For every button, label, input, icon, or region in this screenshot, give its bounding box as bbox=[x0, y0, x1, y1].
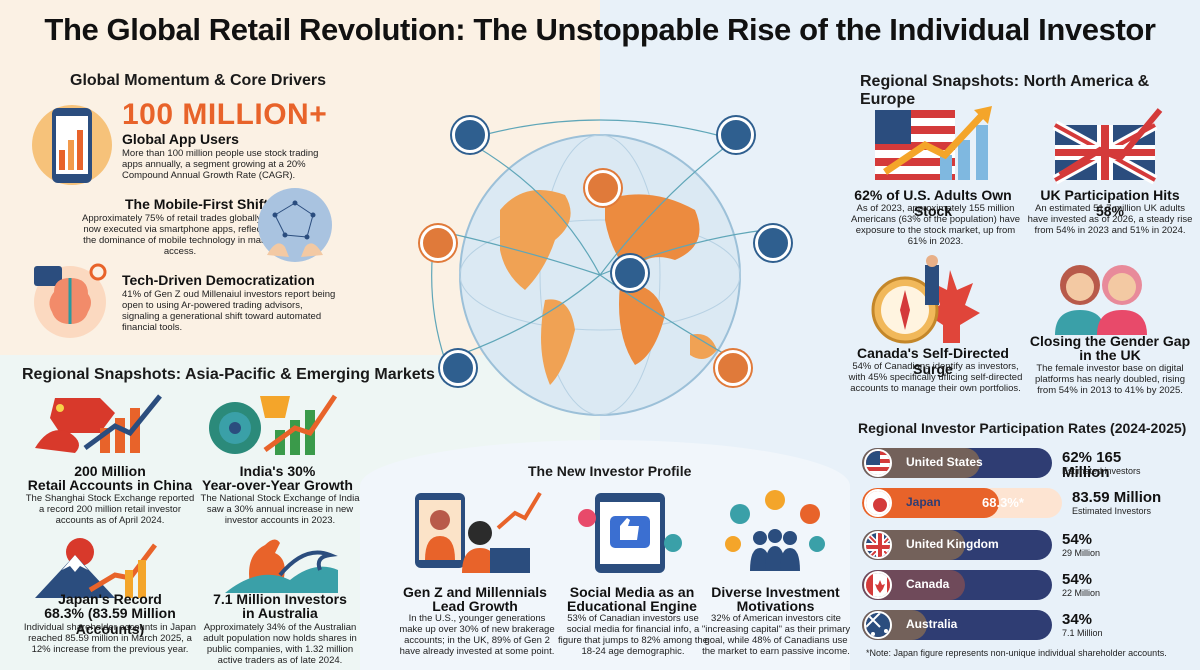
social-heading-1: Social Media as an bbox=[569, 584, 695, 600]
china-text: The Shanghai Stock Exchange reported a r… bbox=[25, 493, 195, 526]
participation-row-united-states: United States 62% 165 Million Estimated in… bbox=[862, 448, 1162, 481]
momentum-section-title: Global Momentum & Core Drivers bbox=[70, 72, 327, 89]
india-heading-1: India's 30% bbox=[239, 463, 316, 479]
network-globe-illustration bbox=[431, 119, 766, 416]
us-ownership-heading: 62% of U.S. Adults Own Stock bbox=[854, 187, 1012, 219]
women-investors-icon bbox=[1055, 265, 1147, 335]
participation-row-australia: Australia 34% 7.1 Million bbox=[862, 610, 1162, 640]
australia-kangaroo-wave-icon bbox=[225, 539, 338, 593]
network-user-node bbox=[452, 117, 488, 153]
participation-bar: Australia bbox=[862, 610, 1052, 640]
network-user-node bbox=[420, 225, 456, 261]
japan-heading-1: Japan's Record bbox=[58, 591, 162, 607]
us-flag-growth-icon bbox=[875, 106, 992, 180]
network-user-node bbox=[612, 255, 648, 291]
uk-flag-growth-icon bbox=[1052, 108, 1163, 185]
australia-text: Approximately 34% of the Australian adul… bbox=[203, 622, 357, 666]
japan-heading-2: 68.3% (83.59 Million Accounts) bbox=[44, 605, 176, 637]
network-user-node bbox=[755, 225, 791, 261]
japan-footnote: *Note: Japan figure represents non-uniqu… bbox=[866, 648, 1167, 658]
participation-bar: United Kingdom bbox=[862, 530, 1052, 560]
gender-gap-heading-1: Closing the Gender Gap bbox=[1029, 333, 1191, 349]
tech-democratization-text: 41% of Gen Z oud Millenaiul investors re… bbox=[122, 289, 336, 333]
india-heading-2: Year-over-Year Growth bbox=[202, 477, 353, 493]
participation-country-label: Australia bbox=[906, 617, 958, 631]
diverse-text: 32% of American investors cite "increasi… bbox=[701, 613, 851, 657]
social-text: 53% of Canadian investors use social med… bbox=[558, 613, 708, 657]
participation-row-united-kingdom: United Kingdom 54% 29 Million bbox=[862, 530, 1162, 560]
genz-heading-2: Lead Growth bbox=[432, 598, 518, 614]
flag-icon bbox=[864, 611, 892, 639]
network-user-node bbox=[715, 350, 751, 386]
uk-participation-heading: UK Participation Hits 58% bbox=[1040, 187, 1180, 219]
diverse-heading-1: Diverse Investment bbox=[711, 584, 840, 600]
participation-value: 62% 165 Million bbox=[1062, 449, 1122, 481]
participation-section-title: Regional Investor Participation Rates (2… bbox=[858, 420, 1187, 436]
gender-gap-text: The female investor base on digital plat… bbox=[1035, 363, 1185, 396]
hands-network-icon bbox=[258, 188, 332, 262]
flag-icon bbox=[864, 571, 892, 599]
participation-row-japan: Japan 68.3%* 83.59 Million Estimated Invest… bbox=[862, 488, 1162, 518]
participation-bar: United States bbox=[862, 448, 1052, 478]
network-user-node bbox=[718, 117, 754, 153]
participation-bar: Japan 68.3%* bbox=[862, 488, 1062, 518]
participation-inner-value: 68.3%* bbox=[982, 495, 1024, 510]
app-users-heading: Global App Users bbox=[122, 131, 239, 147]
uk-participation-text: An estimated 51.7 million UK adults have… bbox=[1027, 203, 1193, 236]
participation-subvalue: 29 Million bbox=[1062, 548, 1101, 558]
participation-value: 54% bbox=[1062, 571, 1093, 588]
young-investors-icon bbox=[415, 491, 542, 573]
social-heading-2: Educational Engine bbox=[567, 598, 697, 614]
canada-surge-heading: Canada's Self-Directed Surge bbox=[857, 345, 1009, 377]
flag-icon bbox=[864, 449, 892, 477]
japan-fuji-growth-icon bbox=[35, 538, 157, 598]
participation-country-label: United States bbox=[906, 455, 983, 469]
diverse-heading-2: Motivations bbox=[736, 598, 815, 614]
participation-value: 34% bbox=[1062, 611, 1093, 628]
japan-text: Individual shareholder accounts in Japan… bbox=[23, 622, 197, 655]
participation-country-label: Japan bbox=[906, 495, 941, 509]
flag-icon bbox=[864, 489, 892, 517]
china-heading-1: 200 Million bbox=[74, 463, 146, 479]
participation-country-label: Canada bbox=[906, 577, 950, 591]
genz-text: In the U.S., younger generations make up… bbox=[399, 613, 555, 657]
participation-value: 83.59 Million bbox=[1072, 489, 1162, 506]
brain-gear-icon bbox=[34, 263, 107, 338]
us-ownership-text: As of 2023, approximately 155 million Am… bbox=[851, 203, 1020, 247]
mobile-shift-heading: The Mobile-First Shift bbox=[125, 196, 269, 212]
na-europe-section-title: Regional Snapshots: North America & Euro… bbox=[860, 73, 1150, 108]
canada-surge-text: 54% of Canadians identify as investors, … bbox=[848, 361, 1023, 394]
network-user-node bbox=[585, 170, 621, 206]
canada-compass-icon bbox=[871, 255, 980, 344]
network-user-node bbox=[440, 350, 476, 386]
profile-section-title: The New Investor Profile bbox=[528, 463, 692, 479]
mobile-shift-text: Approximately 75% of retail trades globa… bbox=[82, 213, 278, 257]
diverse-motivations-icon bbox=[725, 490, 825, 571]
page-title: The Global Retail Revolution: The Unstop… bbox=[44, 12, 1156, 47]
gender-gap-heading-2: in the UK bbox=[1079, 347, 1141, 363]
china-dragon-growth-icon bbox=[35, 394, 162, 453]
australia-heading-2: in Australia bbox=[242, 605, 318, 621]
india-text: The National Stock Exchange of India saw… bbox=[200, 493, 360, 526]
asia-section-title: Regional Snapshots: Asia-Pacific & Emerg… bbox=[22, 366, 435, 383]
tech-democratization-heading: Tech-Driven Democratization bbox=[122, 272, 315, 288]
participation-value: 54% bbox=[1062, 531, 1093, 548]
app-users-text: More than 100 million people use stock t… bbox=[122, 148, 319, 181]
smartphone-chart-icon bbox=[32, 105, 112, 185]
participation-bar: Canada bbox=[862, 570, 1052, 600]
app-users-big-number: 100 MILLION+ bbox=[122, 98, 328, 131]
australia-heading-1: 7.1 Million Investors bbox=[213, 591, 347, 607]
participation-subvalue: Estimated Investors bbox=[1072, 506, 1152, 516]
genz-heading-1: Gen Z and Millennials bbox=[403, 584, 547, 600]
participation-subvalue: 7.1 Million bbox=[1062, 628, 1103, 638]
india-peacock-growth-icon bbox=[209, 394, 338, 455]
social-media-like-icon bbox=[578, 493, 682, 573]
participation-row-canada: Canada 54% 22 Million bbox=[862, 570, 1162, 600]
flag-icon bbox=[864, 531, 892, 559]
china-heading-2: Retail Accounts in China bbox=[27, 477, 193, 493]
participation-country-label: United Kingdom bbox=[906, 537, 999, 551]
participation-subvalue: 22 Million bbox=[1062, 588, 1101, 598]
participation-subvalue: Estimated investors bbox=[1062, 466, 1141, 476]
